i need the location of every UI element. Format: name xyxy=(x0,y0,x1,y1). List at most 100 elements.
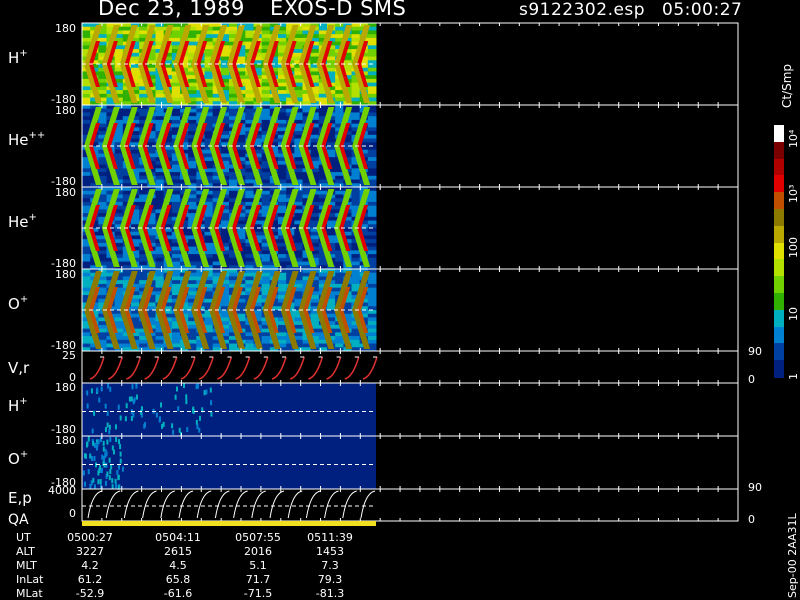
heatmap-cell xyxy=(294,269,303,274)
heatmap-cell xyxy=(245,324,254,330)
heatmap-cell xyxy=(98,313,107,318)
heatmap-cell xyxy=(119,451,122,457)
heatmap-cell xyxy=(163,134,173,140)
heatmap-cell xyxy=(82,332,91,337)
heatmap-cell xyxy=(351,283,361,289)
heatmap-cell xyxy=(204,160,214,166)
heatmap-cell xyxy=(82,198,91,203)
footer-value: -81.3 xyxy=(315,587,345,600)
heatmap-cell xyxy=(302,254,312,259)
heatmap-cell xyxy=(98,23,107,28)
heatmap-cell xyxy=(327,101,336,106)
heatmap-cell xyxy=(155,86,165,91)
heatmap-cell xyxy=(367,134,377,140)
heatmap-cell xyxy=(294,213,303,218)
heatmap-cell xyxy=(335,34,344,39)
heatmap-cell xyxy=(351,26,361,31)
heatmap-cell xyxy=(351,291,361,296)
heatmap-cell xyxy=(351,101,361,106)
heatmap-cell xyxy=(171,257,181,263)
vr-trace xyxy=(326,356,342,380)
heatmap-cell xyxy=(245,250,254,255)
heatmap-cell xyxy=(114,257,124,263)
heatmap-cell xyxy=(318,187,328,192)
heatmap-cell xyxy=(318,194,328,199)
heatmap-cell xyxy=(186,427,189,433)
heatmap-cell xyxy=(269,306,279,311)
heatmap-cell xyxy=(106,97,116,102)
heatmap-cell xyxy=(367,283,377,289)
heatmap-cell xyxy=(119,458,122,464)
heatmap-cell xyxy=(220,306,230,311)
heatmap-cell xyxy=(147,142,156,147)
panels-group: H+180-180He++180-180He+180-180O+180-180V… xyxy=(8,22,762,528)
heatmap-cell xyxy=(302,108,312,113)
heatmap-cell xyxy=(82,257,91,263)
heatmap-cell xyxy=(367,149,377,154)
heatmap-cell xyxy=(294,220,303,225)
heatmap-cell xyxy=(286,101,295,106)
heatmap-cell xyxy=(310,101,320,106)
heatmap-cell xyxy=(209,387,212,393)
heatmap-cell xyxy=(269,302,279,307)
heatmap-cell xyxy=(367,269,377,274)
heatmap-cell xyxy=(188,198,197,203)
heatmap-cell xyxy=(294,142,303,147)
heatmap-cell xyxy=(104,403,107,409)
heatmap-cell xyxy=(343,138,352,143)
chevron-band xyxy=(280,271,299,349)
heatmap-cell xyxy=(310,317,320,322)
panel-label: O+ xyxy=(8,294,28,313)
heatmap-cell xyxy=(155,90,165,95)
colorbar-tick-label: 100 xyxy=(787,237,800,258)
heatmap-cell xyxy=(269,220,279,225)
heatmap-cell xyxy=(155,343,165,348)
heatmap-cell xyxy=(132,412,135,418)
heatmap-cell xyxy=(131,183,140,188)
heatmap-cell xyxy=(237,231,246,236)
heatmap-cell xyxy=(278,93,287,99)
heatmap-cell xyxy=(367,157,377,162)
chevron-core xyxy=(357,41,369,87)
heatmap-cell xyxy=(278,49,287,54)
heatmap-cell xyxy=(253,317,263,322)
heatmap-cell xyxy=(131,332,140,337)
heatmap-cell xyxy=(278,265,287,270)
heatmap-cell xyxy=(98,242,107,248)
heatmap-cell xyxy=(188,321,197,326)
heatmap-cell xyxy=(106,269,116,274)
heatmap-cell xyxy=(294,134,303,140)
heatmap-cell xyxy=(155,205,165,210)
heatmap-cell xyxy=(171,190,181,195)
heatmap-cell xyxy=(131,119,140,125)
heatmap-cell xyxy=(106,112,116,117)
heatmap-cell xyxy=(114,116,124,121)
heatmap-cell xyxy=(359,231,369,236)
colorbar-segment xyxy=(774,343,784,362)
heatmap-cell xyxy=(335,280,344,285)
heatmap-cell xyxy=(351,280,361,285)
heatmap-cell xyxy=(99,479,102,485)
heatmap-cell xyxy=(171,123,181,128)
heatmap-cell xyxy=(204,201,214,207)
heatmap-cell xyxy=(82,30,91,35)
heatmap-cell xyxy=(108,475,111,481)
heatmap-cell xyxy=(220,56,230,61)
heatmap-cell xyxy=(310,146,320,151)
heatmap-cell xyxy=(351,194,361,199)
heatmap-cell xyxy=(82,45,91,50)
heatmap-cell xyxy=(310,119,320,125)
heatmap-cell xyxy=(278,23,287,28)
heatmap-cell xyxy=(261,198,271,203)
heatmap-cell xyxy=(204,153,214,158)
heatmap-cell xyxy=(82,336,91,341)
heatmap-cell xyxy=(220,183,230,188)
heatmap-cell xyxy=(139,101,148,106)
heatmap-cell xyxy=(220,257,230,263)
heatmap-cell xyxy=(229,257,238,263)
footer-value: 2615 xyxy=(164,545,192,558)
heatmap-cell xyxy=(82,157,91,162)
heatmap-cell xyxy=(98,347,107,352)
heatmap-cell xyxy=(237,71,246,76)
heatmap-cell xyxy=(335,343,344,348)
